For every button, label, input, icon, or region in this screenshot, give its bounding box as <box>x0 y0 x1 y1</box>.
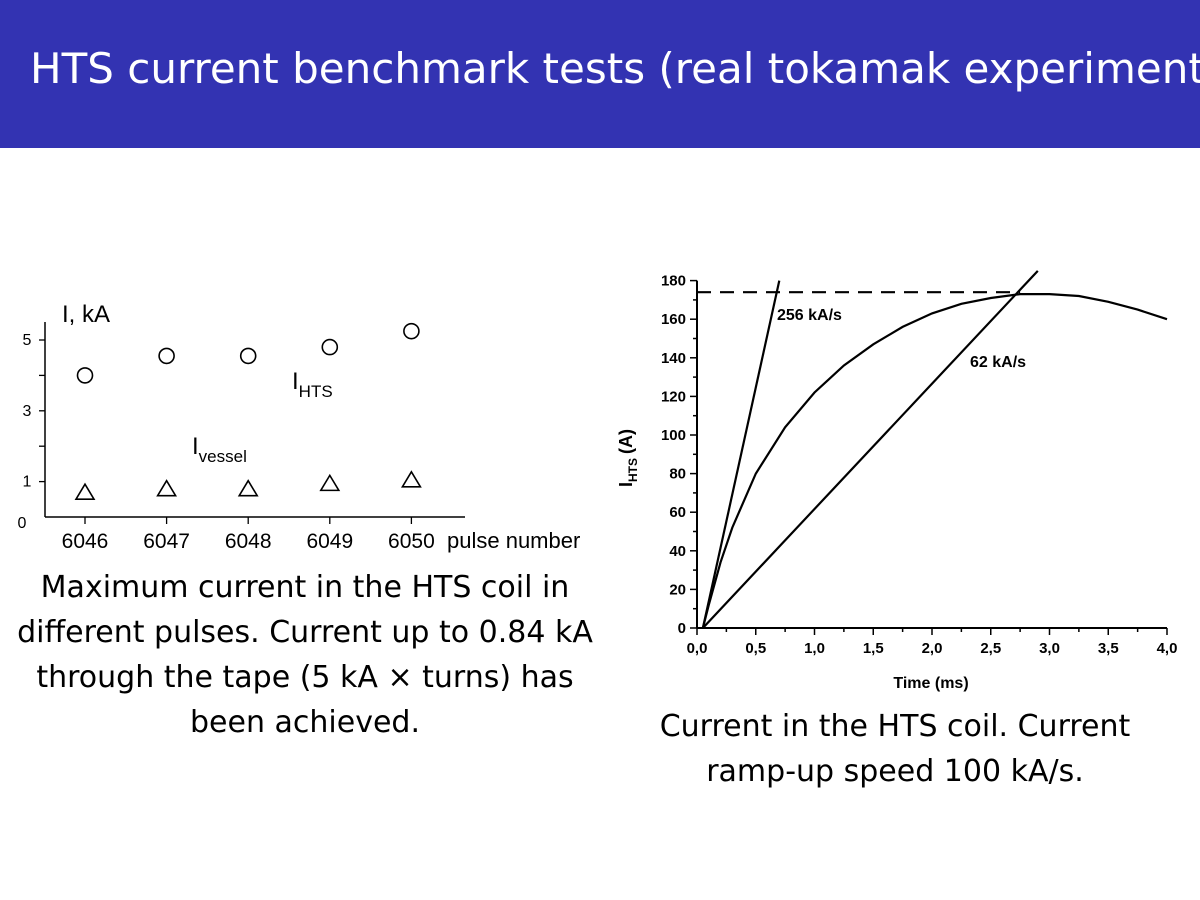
series-label-hts-sub: HTS <box>299 382 333 401</box>
left-caption: Maximum current in the HTS coil in diffe… <box>17 570 593 740</box>
left-chart-marks <box>74 322 422 501</box>
vessel-point <box>74 482 96 501</box>
right-y-axis-label: IHTS (A) <box>616 429 640 487</box>
right-y-tick-label: 140 <box>661 350 686 367</box>
right-x-tick-label: 3,5 <box>1098 640 1119 657</box>
left-x-tick-label: 6048 <box>225 530 272 553</box>
hts-point <box>158 347 175 365</box>
left-y-tick-label: 1 <box>23 474 32 491</box>
title-bar: HTS current benchmark tests (real tokama… <box>0 0 1200 148</box>
right-y-tick-label: 0 <box>678 620 686 637</box>
left-chart-axes: 0 1 3 5 6046 6047 6048 6049 6050 <box>18 322 465 553</box>
right-y-tick-label: 100 <box>661 427 686 444</box>
slide-title: HTS current benchmark tests (real tokama… <box>30 44 1200 93</box>
series-label-vessel-main: I <box>192 433 199 460</box>
vessel-point <box>400 470 422 488</box>
left-x-tick-label: 6046 <box>62 530 109 553</box>
right-y-label-sub: HTS <box>626 458 640 482</box>
right-x-tick-label: 2,0 <box>922 640 943 657</box>
hts-point <box>321 338 339 356</box>
right-y-label-main: I <box>616 482 636 487</box>
series-label-hts-main: I <box>292 368 299 395</box>
right-x-tick-label: 0,0 <box>687 640 708 657</box>
vessel-point <box>156 479 178 497</box>
left-x-tick-label: 6049 <box>306 530 353 553</box>
right-y-tick-label: 180 <box>661 273 686 290</box>
series-label-hts: IHTS <box>292 368 333 401</box>
right-y-tick-label: 60 <box>669 504 686 521</box>
ramp-256-line <box>701 280 781 629</box>
right-x-tick-label: 3,0 <box>1039 640 1060 657</box>
left-x-tick-label: 6050 <box>388 530 435 553</box>
left-y-tick-label: 0 <box>18 515 27 532</box>
left-y-tick-label: 5 <box>23 332 32 349</box>
vessel-point <box>319 473 341 492</box>
right-x-tick-label: 1,5 <box>863 640 884 657</box>
hts-point <box>403 322 420 340</box>
right-chart-lines <box>697 270 1168 629</box>
ramp-62-line <box>702 270 1039 629</box>
left-y-tick-label: 3 <box>23 403 32 420</box>
left-y-axis-label: I, kA <box>62 301 110 328</box>
right-x-tick-label: 1,0 <box>804 640 825 657</box>
right-y-label-unit: (A) <box>616 429 636 454</box>
hts-point <box>76 367 94 384</box>
right-y-tick-label: 120 <box>661 388 686 405</box>
hts-point <box>239 347 257 365</box>
right-y-tick-label: 160 <box>661 311 686 328</box>
right-x-tick-label: 4,0 <box>1157 640 1178 657</box>
series-label-vessel: Ivessel <box>192 433 247 466</box>
left-x-tick-label: 6047 <box>143 530 190 553</box>
right-x-axis-label: Time (ms) <box>893 675 968 692</box>
right-caption: Current in the HTS coil. Current ramp-up… <box>659 709 1131 789</box>
annotation-62: 62 kA/s <box>970 354 1026 371</box>
series-label-vessel-sub: vessel <box>199 447 247 466</box>
right-chart-axes: 0 20 40 60 80 100 120 140 160 180 0,0 0,5 1,0 1,5 2,0 2… <box>661 273 1177 657</box>
current-curve <box>701 293 1168 629</box>
right-x-tick-label: 2,5 <box>980 640 1001 657</box>
right-x-tick-label: 0,5 <box>745 640 766 657</box>
vessel-point <box>237 479 259 497</box>
right-y-tick-label: 80 <box>669 466 686 483</box>
annotation-256: 256 kA/s <box>777 307 842 324</box>
left-x-axis-label: pulse number <box>447 528 580 553</box>
right-y-tick-label: 40 <box>669 543 686 560</box>
right-y-tick-label: 20 <box>669 581 686 598</box>
